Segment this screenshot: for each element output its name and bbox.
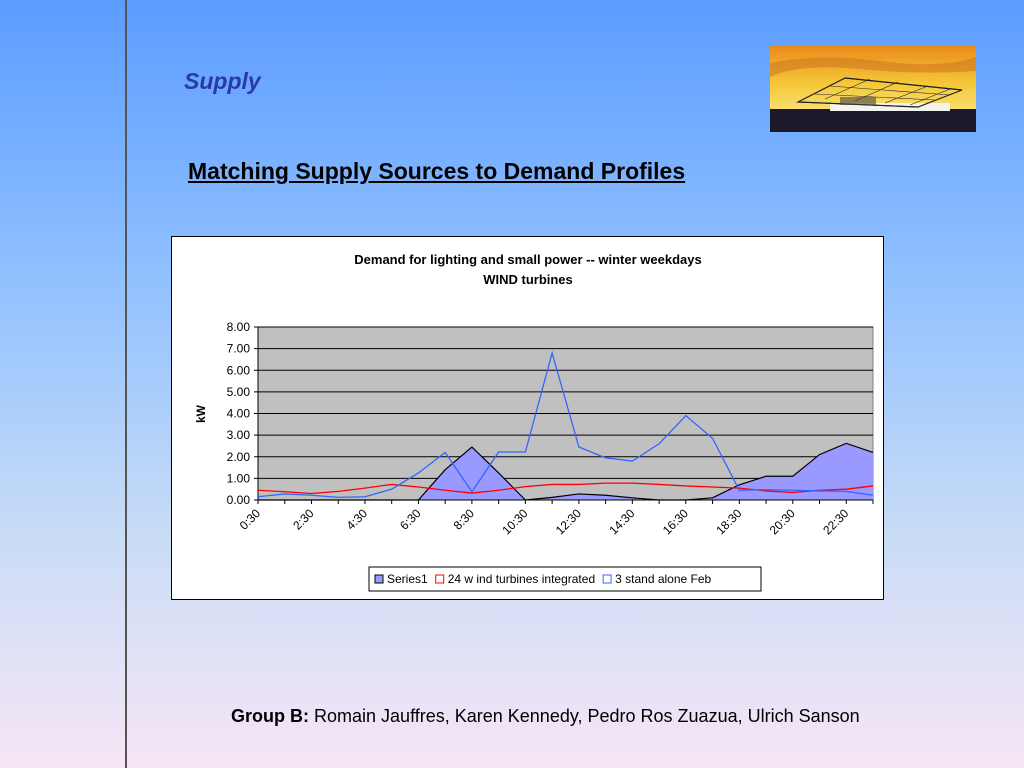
y-tick-label: 0.00 [227, 493, 251, 507]
x-tick-label: 12:30 [553, 506, 584, 537]
series-line-1 [257, 482, 874, 495]
series-line-2 [257, 350, 874, 499]
x-tick-label: 10:30 [499, 506, 530, 537]
slide-title: Supply [184, 68, 261, 94]
building-photo [770, 45, 976, 132]
footer-credits: Group B: Romain Jauffres, Karen Kennedy,… [231, 706, 860, 727]
legend-swatch-2 [602, 574, 612, 584]
y-tick-label: 8.00 [227, 320, 251, 334]
x-tick-label: 22:30 [820, 506, 851, 537]
y-axis-label: kW [194, 404, 208, 423]
y-tick-label: 5.00 [227, 385, 251, 399]
x-tick-label: 16:30 [660, 506, 691, 537]
demand-chart: Demand for lighting and small power -- w… [194, 252, 874, 592]
legend-label-2: 3 stand alone Feb [615, 572, 711, 586]
legend-label-0: Series1 [387, 572, 428, 586]
x-tick-label: 18:30 [713, 506, 744, 537]
y-tick-label: 7.00 [227, 342, 251, 356]
legend-swatch-0 [374, 574, 384, 584]
y-tick-label: 3.00 [227, 428, 251, 442]
x-tick-label: 0:30 [237, 506, 264, 533]
slide-subtitle: Matching Supply Sources to Demand Profil… [188, 158, 686, 184]
x-tick-label: 2:30 [290, 506, 317, 533]
x-tick-label: 20:30 [767, 506, 798, 537]
x-tick-label: 4:30 [344, 506, 371, 533]
legend-box [368, 566, 762, 592]
y-tick-label: 6.00 [227, 363, 251, 377]
footer-group-label: Group B: [231, 706, 309, 726]
legend-swatch-1 [435, 574, 445, 584]
x-tick-label: 6:30 [397, 506, 424, 533]
series-area-fill [258, 443, 873, 500]
chart-container: Demand for lighting and small power -- w… [171, 236, 884, 600]
y-tick-label: 4.00 [227, 407, 251, 421]
footer-names: Romain Jauffres, Karen Kennedy, Pedro Ro… [314, 706, 860, 726]
x-tick-label: 14:30 [606, 506, 637, 537]
chart-title-line2: WIND turbines [483, 272, 573, 287]
x-tick-label: 8:30 [451, 506, 478, 533]
y-tick-label: 1.00 [227, 471, 251, 485]
divider-line [125, 0, 127, 768]
legend-label-1: 24 w ind turbines integrated [448, 572, 595, 586]
y-tick-label: 2.00 [227, 450, 251, 464]
chart-title-line1: Demand for lighting and small power -- w… [354, 252, 701, 267]
